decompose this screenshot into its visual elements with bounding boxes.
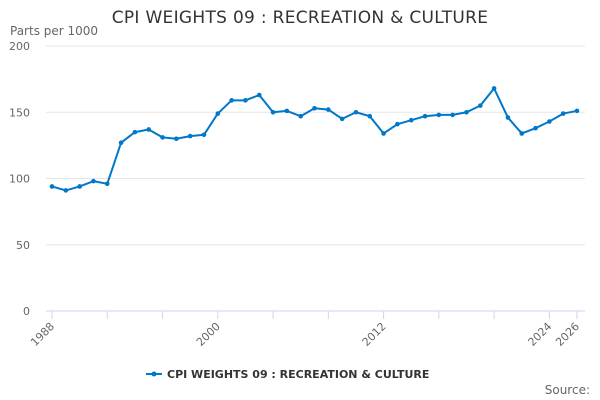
data-point (49, 184, 55, 189)
data-point (353, 109, 359, 115)
data-point (491, 86, 497, 91)
data-point (408, 117, 414, 123)
data-point (381, 131, 386, 136)
data-point (477, 103, 483, 108)
data-point (270, 109, 276, 115)
data-point (312, 105, 317, 111)
data-point (160, 135, 165, 140)
legend-label: CPI WEIGHTS 09 : RECREATION & CULTURE (167, 368, 429, 381)
data-point (146, 127, 152, 132)
data-point (229, 98, 234, 103)
source-label: Source: (544, 383, 590, 397)
y-tick-label: 150 (9, 106, 30, 119)
y-axis-label: Parts per 1000 (10, 24, 99, 38)
data-point (243, 98, 248, 103)
data-point (118, 140, 124, 146)
x-tick-label: 2024 (525, 320, 554, 349)
data-point (339, 116, 345, 122)
data-point (533, 125, 538, 131)
data-point (132, 129, 138, 135)
data-point (284, 108, 290, 114)
series-line (51, 87, 578, 192)
data-point (77, 184, 82, 189)
data-point (256, 92, 262, 98)
data-point (464, 109, 469, 115)
data-point (201, 132, 207, 138)
data-point (174, 136, 179, 142)
data-point (367, 113, 373, 119)
chart-title: CPI WEIGHTS 09 : RECREATION & CULTURE (111, 8, 489, 28)
x-tick-label: 2026 (553, 320, 582, 349)
x-tick-label: 2000 (194, 320, 223, 349)
y-tick-label: 100 (9, 173, 30, 186)
data-point (187, 133, 193, 139)
y-tick-label: 50 (16, 239, 30, 252)
data-point (215, 111, 221, 116)
data-point (91, 178, 96, 184)
data-point (436, 112, 442, 118)
x-tick-label: 1988 (28, 320, 57, 349)
data-point (395, 121, 400, 127)
data-point (326, 107, 331, 112)
data-point (574, 108, 580, 114)
x-tick-label: 2012 (360, 320, 389, 349)
data-point (547, 119, 552, 124)
y-tick-label: 200 (9, 40, 30, 53)
data-point (104, 181, 110, 187)
data-point (519, 131, 525, 136)
data-point (63, 188, 69, 193)
data-point (560, 111, 566, 116)
data-point (298, 113, 303, 119)
data-point (450, 112, 455, 118)
y-tick-label: 0 (23, 305, 30, 318)
data-point (422, 113, 428, 119)
data-point (505, 115, 511, 120)
legend-marker-icon (151, 371, 157, 377)
